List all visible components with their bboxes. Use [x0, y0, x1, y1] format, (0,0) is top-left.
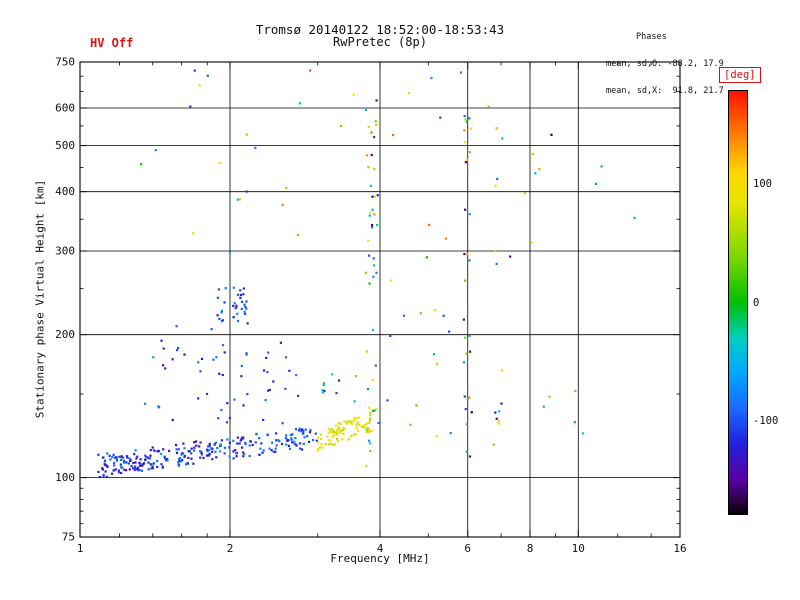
plot-subtitle: RwPretec (8p) — [333, 35, 427, 49]
phases-block: Phases mean, sd,O: -88.2, 17.9 mean, sd,… — [606, 15, 724, 114]
cluster-sparse-right-low — [542, 389, 585, 435]
phases-line-x: mean, sd,X: 91.8, 21.7 — [606, 86, 724, 96]
plot-frame — [79, 61, 681, 538]
gridlines — [80, 62, 680, 537]
x-tick-label: 4 — [377, 542, 384, 555]
x-tick-label: 16 — [673, 542, 686, 555]
cluster-streak-3p8mhz — [364, 99, 380, 468]
x-tick-label: 1 — [77, 542, 84, 555]
x-axis-label: Frequency [MHz] — [330, 552, 430, 565]
y-tick-label: 100 — [55, 471, 75, 484]
plot-title: Tromsø 20140122 18:52:00-18:53:43 — [255, 22, 505, 37]
phases-title: Phases — [636, 32, 667, 42]
hv-status-label: HV Off — [90, 36, 134, 50]
y-tick-label: 75 — [62, 531, 75, 544]
phases-line-o: mean, sd,O: -88.2, 17.9 — [606, 59, 724, 69]
cluster-sparse-mid-right — [386, 279, 452, 438]
y-tick-label: 400 — [55, 185, 75, 198]
x-tick-label: 8 — [527, 542, 534, 555]
colorbar-tick-0: 0 — [753, 296, 760, 309]
cluster-streak-6p9mhz — [492, 127, 504, 446]
y-tick-label: 500 — [55, 139, 75, 152]
cluster-cluster-235km — [216, 286, 248, 323]
y-tick-label: 750 — [55, 56, 75, 69]
y-tick-label: 300 — [55, 245, 75, 258]
colorbar-unit-label: [deg] — [719, 67, 761, 83]
cluster-x-trace-yellow — [316, 411, 373, 452]
x-tick-label: 10 — [572, 542, 585, 555]
cluster-sparse-high — [140, 69, 636, 259]
x-tick-label: 6 — [464, 542, 471, 555]
cluster-e-region-left-blob — [97, 449, 155, 479]
colorbar-tick-100: 100 — [753, 178, 772, 191]
tick-labels: 1 2 4 6 8 10 16 75 100 200 300 400 500 600 750 — [55, 56, 687, 556]
y-tick-label: 200 — [55, 328, 75, 341]
y-axis-label: Stationary phase Virtual Height [km] — [33, 179, 47, 419]
cluster-above-x-trace — [321, 373, 358, 403]
scatter-points — [97, 69, 636, 479]
colorbar — [728, 90, 748, 515]
y-tick-label: 600 — [55, 102, 75, 115]
x-tick-label: 2 — [227, 542, 234, 555]
cluster-streak-6mhz — [462, 115, 473, 458]
colorbar-tick--100: -100 — [753, 414, 779, 427]
cluster-mid-scatter-blue — [143, 322, 300, 425]
